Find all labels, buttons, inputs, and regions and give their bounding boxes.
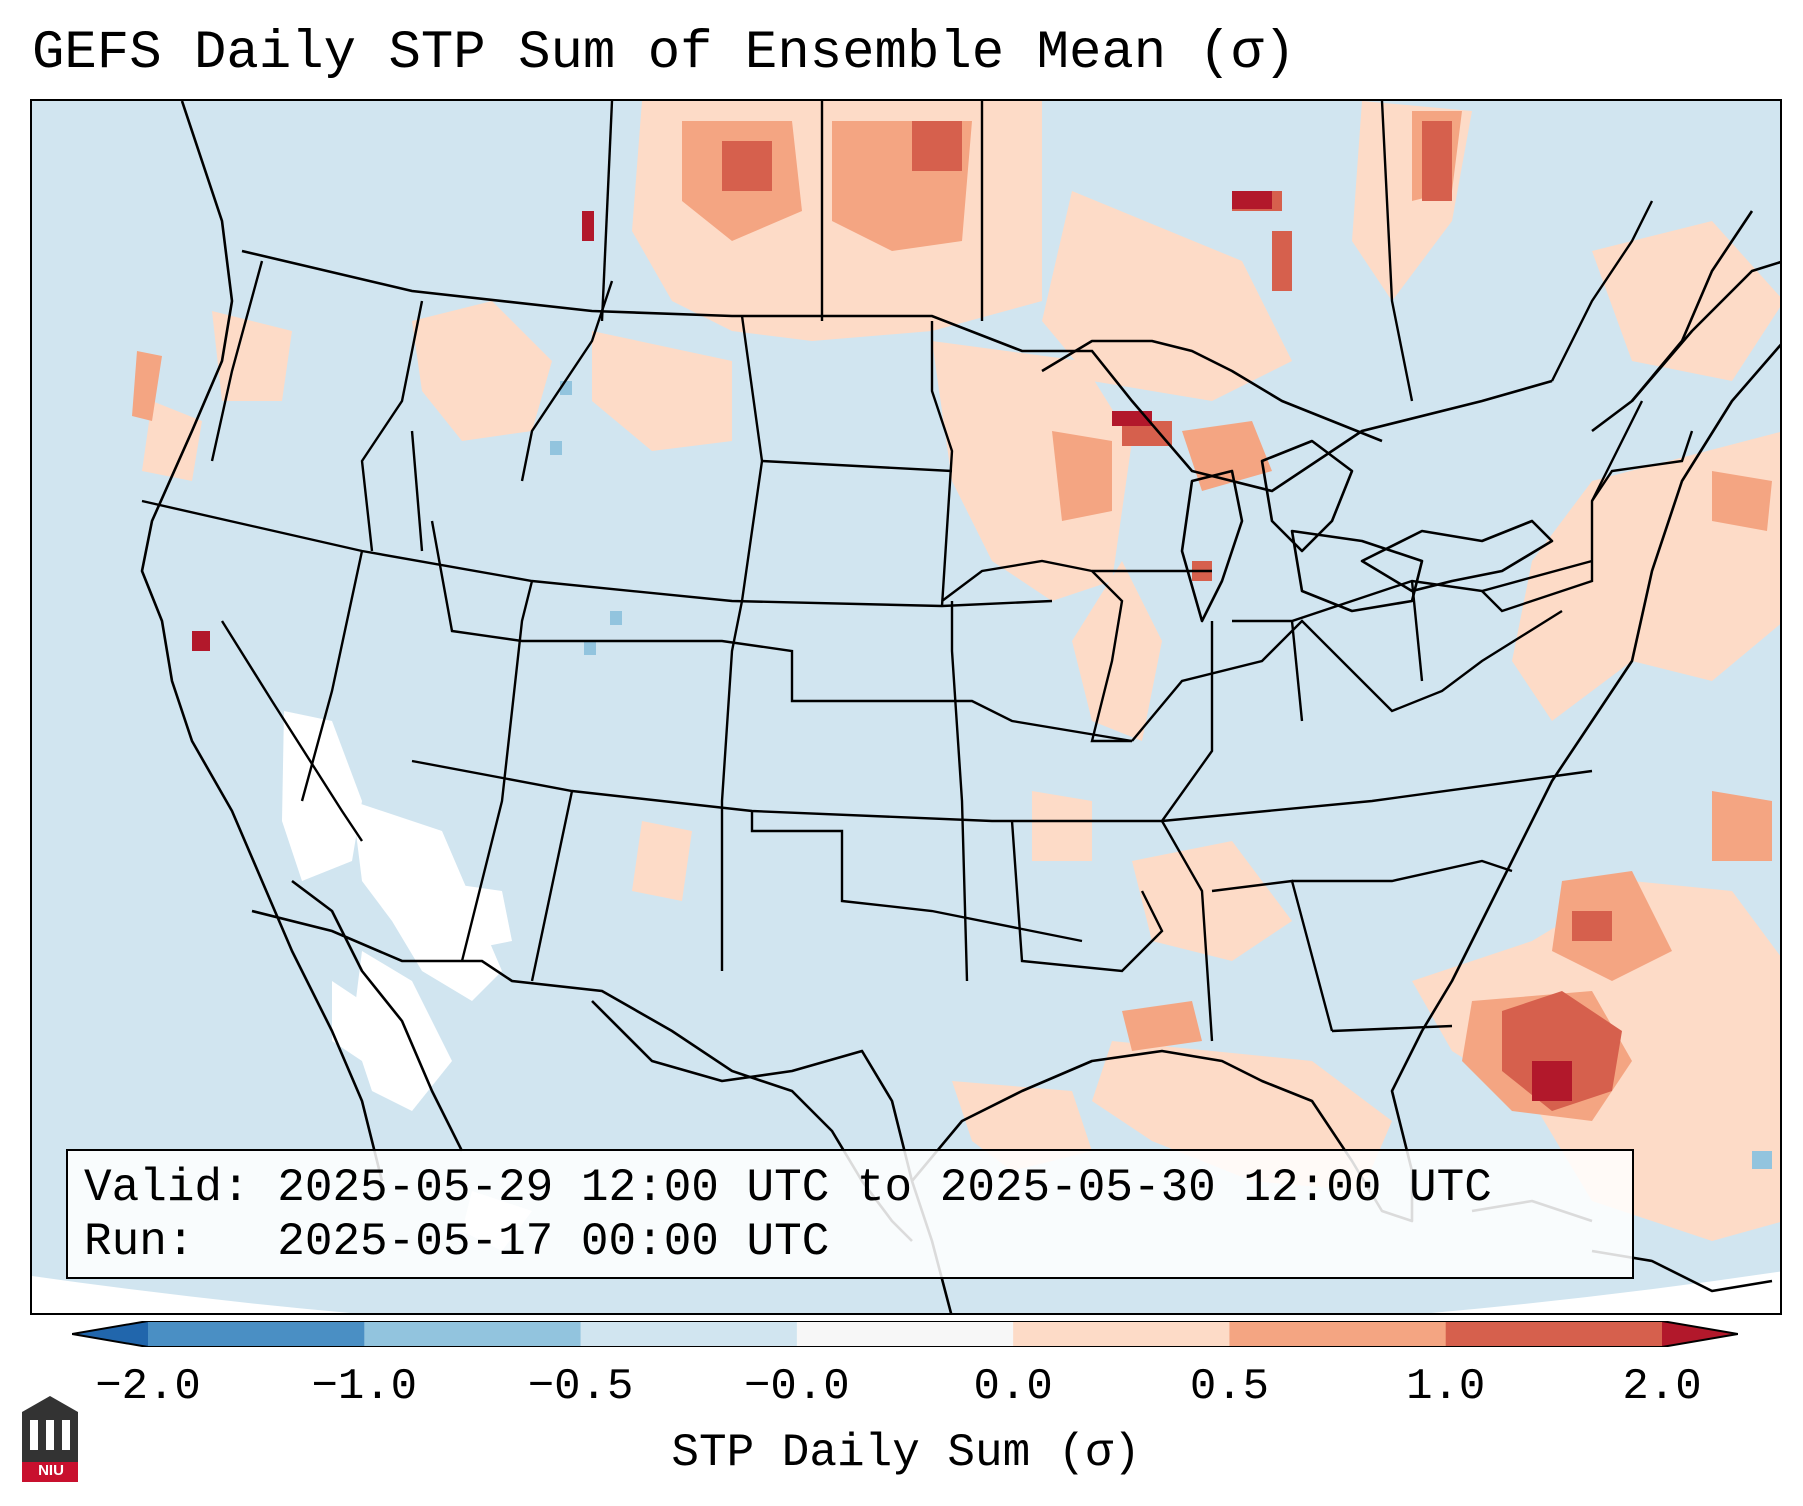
- map-canvas: [32, 101, 1780, 1313]
- coastlines: [140, 101, 1780, 1313]
- colorbar-over-arrow: [1662, 1321, 1738, 1347]
- state-borders: [141, 101, 1694, 1042]
- colorbar-tick-label: 1.0: [1406, 1362, 1486, 1412]
- colorbar: [72, 1321, 1738, 1347]
- colorbar-bin: [1445, 1321, 1663, 1347]
- niu-logo-text: NIU: [38, 1462, 64, 1479]
- colorbar-bin: [580, 1321, 798, 1347]
- colorbar-under-arrow: [72, 1321, 148, 1347]
- colorbar-bin: [1013, 1321, 1230, 1347]
- colorbar-tick-label: −0.5: [527, 1362, 634, 1412]
- colorbar-tick-label: 2.0: [1622, 1362, 1702, 1412]
- colorbar-bin: [1229, 1321, 1447, 1347]
- niu-logo: [22, 1396, 78, 1482]
- valid-run-info-box: Valid: 2025-05-29 12:00 UTC to 2025-05-3…: [66, 1149, 1634, 1279]
- colorbar-tick-label: 0.5: [1189, 1362, 1270, 1412]
- run-time-text: Run: 2025-05-17 00:00 UTC: [84, 1216, 830, 1268]
- chart-title: GEFS Daily STP Sum of Ensemble Mean (σ): [32, 23, 1296, 84]
- colorbar-tick-label: 0.0: [973, 1362, 1053, 1412]
- colorbar-label: STP Daily Sum (σ): [671, 1427, 1141, 1479]
- colorbar-bin: [364, 1321, 582, 1347]
- map-panel[interactable]: [30, 99, 1782, 1315]
- valid-time-text: Valid: 2025-05-29 12:00 UTC to 2025-05-3…: [84, 1162, 1492, 1214]
- anomaly-above-2.0: [192, 191, 1572, 1101]
- colorbar-bin: [148, 1321, 365, 1347]
- negative-anomaly-pixels: [550, 381, 1772, 1169]
- colorbar-tick-label: −0.0: [744, 1362, 850, 1412]
- colorbar-tick-label: −2.0: [95, 1362, 201, 1412]
- colorbar-tick-label: −1.0: [311, 1362, 418, 1412]
- colorbar-bin: [796, 1321, 1014, 1347]
